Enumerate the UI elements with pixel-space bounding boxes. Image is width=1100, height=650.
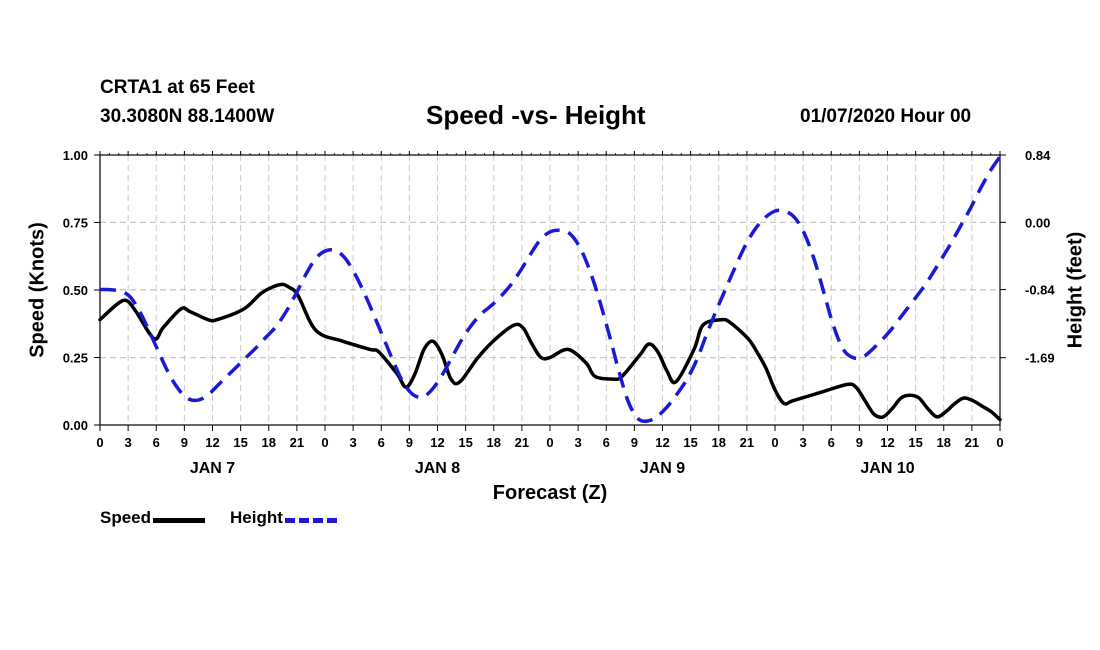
x-tick-label: 9 xyxy=(856,435,863,450)
y-axis-label-left: Speed (Knots) xyxy=(26,222,49,358)
x-tick-label: 6 xyxy=(603,435,610,450)
x-tick-label: 15 xyxy=(233,435,247,450)
x-tick-label: 0 xyxy=(996,435,1003,450)
x-tick-label: 12 xyxy=(430,435,444,450)
x-tick-label: 9 xyxy=(631,435,638,450)
x-tick-label: 0 xyxy=(771,435,778,450)
legend-height: Height xyxy=(230,508,337,528)
y-tick-label-right: 0.84 xyxy=(1025,148,1051,163)
x-tick-label: 3 xyxy=(125,435,132,450)
x-tick-label: 18 xyxy=(937,435,951,450)
y-tick-label-left: 0.50 xyxy=(63,283,88,298)
x-tick-label: 15 xyxy=(683,435,697,450)
chart-title: Speed -vs- Height xyxy=(426,100,646,130)
x-tick-label: 21 xyxy=(965,435,979,450)
x-tick-label: 3 xyxy=(800,435,807,450)
y-tick-label-left: 0.00 xyxy=(63,418,88,433)
y-tick-label-left: 0.25 xyxy=(63,351,88,366)
legend-height-label: Height xyxy=(230,508,283,527)
day-label: JAN 8 xyxy=(415,460,460,477)
height-series-line xyxy=(99,155,1002,424)
y-tick-label-right: -0.84 xyxy=(1025,283,1055,298)
y-tick-label-right: 0.00 xyxy=(1025,215,1050,230)
x-tick-label: 6 xyxy=(378,435,385,450)
x-tick-label: 12 xyxy=(880,435,894,450)
x-tick-label: 0 xyxy=(321,435,328,450)
x-tick-label: 0 xyxy=(96,435,103,450)
timestamp-label: 01/07/2020 Hour 00 xyxy=(800,106,972,127)
x-tick-label: 12 xyxy=(205,435,219,450)
x-tick-label: 6 xyxy=(828,435,835,450)
x-tick-label: 21 xyxy=(290,435,304,450)
day-label: JAN 9 xyxy=(640,460,685,477)
x-tick-label: 21 xyxy=(515,435,529,450)
y-tick-label-right: -1.69 xyxy=(1025,351,1055,366)
day-label: JAN 7 xyxy=(190,460,235,477)
x-axis-label: Forecast (Z) xyxy=(492,482,608,504)
legend-speed: Speed xyxy=(100,508,206,528)
day-label: JAN 10 xyxy=(860,460,914,477)
x-tick-label: 3 xyxy=(575,435,582,450)
legend-speed-swatch xyxy=(153,517,206,523)
x-tick-label: 9 xyxy=(406,435,413,450)
x-tick-label: 15 xyxy=(908,435,922,450)
y-tick-label-left: 1.00 xyxy=(63,148,88,163)
legend-height-swatch xyxy=(284,517,337,523)
y-axis-label-right: Height (feet) xyxy=(1064,231,1087,349)
y-tick-label-left: 0.75 xyxy=(63,216,88,231)
x-tick-label: 12 xyxy=(655,435,669,450)
legend-speed-label: Speed xyxy=(100,508,152,527)
station-label: CRTA1 at 65 Feet xyxy=(100,77,255,98)
x-tick-label: 3 xyxy=(350,435,357,450)
x-tick-label: 9 xyxy=(181,435,188,450)
x-tick-label: 6 xyxy=(153,435,160,450)
x-tick-label: 0 xyxy=(546,435,553,450)
x-tick-label: 18 xyxy=(487,435,501,450)
x-tick-label: 18 xyxy=(262,435,276,450)
coordinates-label: 30.3080N 88.1400W xyxy=(100,106,275,127)
x-tick-label: 18 xyxy=(712,435,726,450)
x-tick-label: 21 xyxy=(740,435,754,450)
x-tick-label: 15 xyxy=(458,435,472,450)
speed-series-line xyxy=(98,282,1002,422)
